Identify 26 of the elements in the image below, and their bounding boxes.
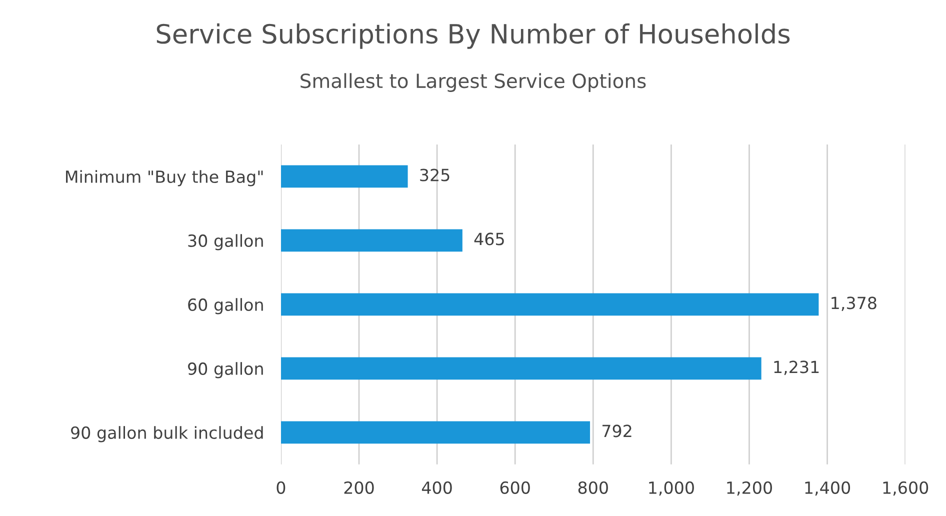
chart-title: Service Subscriptions By Number of Households bbox=[156, 23, 790, 49]
x-tick-label: 200 bbox=[344, 481, 374, 494]
y-tick-label: 30 gallon bbox=[188, 234, 263, 250]
x-tick-label: 400 bbox=[422, 481, 452, 494]
y-tick-label: Minimum "Buy the Bag" bbox=[66, 170, 263, 186]
data-label: 325 bbox=[420, 168, 450, 182]
x-tick-label: 1,000 bbox=[649, 481, 694, 496]
x-tick-label: 600 bbox=[500, 481, 530, 494]
x-tick-label: 1,200 bbox=[727, 481, 772, 496]
bar bbox=[280, 229, 462, 252]
bar bbox=[280, 293, 819, 316]
x-tick-label: 0 bbox=[276, 481, 286, 494]
data-label: 1,231 bbox=[774, 360, 819, 375]
bar bbox=[280, 165, 408, 188]
x-tick-label: 1,400 bbox=[805, 481, 850, 496]
data-label: 792 bbox=[602, 424, 632, 438]
y-tick-label: 90 gallon bulk included bbox=[71, 426, 263, 442]
bar bbox=[280, 421, 590, 444]
x-tick-label: 800 bbox=[578, 481, 608, 494]
data-label: 465 bbox=[474, 232, 504, 246]
data-label: 1,378 bbox=[832, 296, 876, 311]
x-tick-label: 1,600 bbox=[883, 481, 928, 496]
y-tick-label: 60 gallon bbox=[188, 298, 263, 314]
chart-subtitle: Smallest to Largest Service Options bbox=[300, 73, 646, 92]
y-tick-label: 90 gallon bbox=[188, 362, 263, 378]
bar bbox=[280, 357, 762, 380]
